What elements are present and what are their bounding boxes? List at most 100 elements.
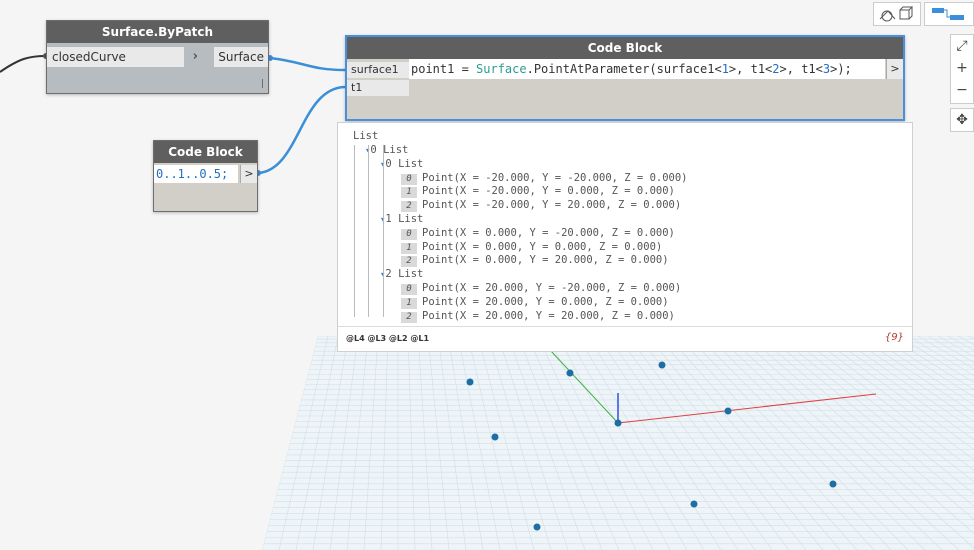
tree-item: 1 Point(X = -20.000, Y = 0.000, Z = 0.000… <box>401 184 675 199</box>
grid-line <box>577 336 705 550</box>
grid-line <box>777 336 974 550</box>
grid-line <box>457 336 501 550</box>
item-index: 2 <box>401 201 417 213</box>
grid-line <box>0 336 58 550</box>
grid-line <box>737 336 974 550</box>
grid-line <box>0 336 158 550</box>
point-marker <box>466 378 474 386</box>
item-count: {9} <box>884 332 904 343</box>
grid-line <box>537 336 637 550</box>
node-title[interactable]: Surface.ByPatch <box>47 21 268 43</box>
grid-line <box>607 336 756 550</box>
item-value: Point(X = 0.000, Y = 0.000, Z = 0.000) <box>422 240 663 253</box>
zoom-in-icon[interactable]: + <box>956 60 968 76</box>
item-value: Point(X = 20.000, Y = 0.000, Z = 0.000) <box>422 295 669 308</box>
item-index: 1 <box>401 297 417 309</box>
grid-line <box>887 336 974 550</box>
tree-guide-line <box>354 145 355 317</box>
grid-line <box>727 336 960 550</box>
code-number: 3 <box>822 62 831 76</box>
grid-line <box>0 336 128 550</box>
input-port-surface1[interactable]: surface1 <box>347 62 409 78</box>
grid-line <box>0 336 98 550</box>
code-number: 1 <box>721 62 729 76</box>
grid-line <box>527 336 620 550</box>
item-value: Point(X = 0.000, Y = -20.000, Z = 0.000) <box>422 226 675 239</box>
grid-line <box>717 336 943 550</box>
grid-line <box>707 336 926 550</box>
grid-line <box>295 336 339 550</box>
wire-closed-curve <box>0 55 47 73</box>
item-value: Point(X = -20.000, Y = 0.000, Z = 0.000) <box>422 185 675 198</box>
grid-line <box>75 336 208 550</box>
grid-line <box>109 336 228 550</box>
node-title[interactable]: Code Block <box>154 141 257 163</box>
grid-line <box>447 336 484 550</box>
grid-line <box>817 336 974 550</box>
item-value: Point(X = -20.000, Y = 20.000, Z = 0.000… <box>422 199 682 212</box>
grid-line <box>467 336 518 550</box>
tree-item: 2 Point(X = -20.000, Y = 20.000, Z = 0.00… <box>401 198 682 213</box>
point-marker <box>614 419 622 427</box>
tree-item: 0 Point(X = 0.000, Y = -20.000, Z = 0.000… <box>401 226 675 240</box>
grid-line <box>867 336 974 550</box>
grid-line <box>497 336 569 550</box>
point-marker <box>724 407 732 415</box>
item-index: 0 <box>401 284 417 295</box>
grid-line <box>517 336 603 550</box>
grid-line <box>0 336 8 550</box>
code-editor[interactable]: point1 = Surface.PointAtParameter(surfac… <box>409 59 885 79</box>
input-port-t1[interactable]: t1 <box>347 80 409 96</box>
code-text: >, t1< <box>728 62 773 76</box>
geometry-view-icon <box>879 6 914 22</box>
grid-lines <box>0 336 974 550</box>
item-index: 2 <box>401 311 417 323</box>
grid-line <box>0 336 18 550</box>
grid-line <box>837 336 974 550</box>
output-port-button[interactable]: > <box>240 165 257 183</box>
grid-line <box>617 336 773 550</box>
item-value: Point(X = 20.000, Y = -20.000, Z = 0.000… <box>422 282 682 294</box>
output-port-surface[interactable]: Surface <box>214 47 268 67</box>
pan-icon[interactable]: ✥ <box>950 108 974 132</box>
tree-item: 2 Point(X = 0.000, Y = 20.000, Z = 0.000) <box>401 253 669 268</box>
input-port-closed-curve[interactable]: closedCurve › <box>47 47 198 67</box>
grid-line <box>363 336 379 550</box>
tree-root-label: List <box>353 130 379 142</box>
zoom-fit-icon[interactable]: ⤢ <box>956 38 968 54</box>
caret-down-icon: ▾ <box>380 270 385 280</box>
caret-down-icon: ▾ <box>365 146 370 156</box>
code-editor[interactable]: 0..1..0.5; <box>154 165 238 183</box>
tree-group-label: ▾0 List <box>365 143 408 157</box>
grid-line <box>329 336 359 550</box>
code-number: 2 <box>772 62 780 76</box>
zoom-out-icon[interactable]: − <box>956 82 968 98</box>
grid-line <box>587 336 722 550</box>
grid-line <box>557 336 671 550</box>
chevron-right-icon: › <box>192 49 198 64</box>
output-port-button[interactable]: > <box>886 59 903 79</box>
grid-line <box>58 336 198 550</box>
grid-line <box>797 336 974 550</box>
grid-line <box>0 336 88 550</box>
point-marker <box>658 361 666 369</box>
point-marker <box>829 480 837 488</box>
grid-line <box>827 336 974 550</box>
item-index: 0 <box>401 228 417 240</box>
node-title[interactable]: Code Block <box>347 37 903 59</box>
code-block-range-node[interactable]: Code Block 0..1..0.5; > <box>153 140 258 212</box>
list-levels[interactable]: @L4 @L3 @L2 @L1 <box>346 334 430 343</box>
surface-by-patch-node[interactable]: Surface.ByPatch closedCurve › Surface | <box>46 20 269 94</box>
tree-item: 1 Point(X = 20.000, Y = 0.000, Z = 0.000) <box>401 295 669 309</box>
view-3d-toggle[interactable] <box>873 2 921 26</box>
grid-line <box>0 336 138 550</box>
preview-bubble[interactable]: List ▾0 List▾0 List 0 Point(X = -20.000, Y… <box>337 122 913 352</box>
tree-sublist-label: ▾2 List <box>380 267 423 281</box>
code-block-node[interactable]: Code Block surface1 t1 point1 = Surface.… <box>345 35 905 121</box>
wire-surface-to-surface1 <box>269 56 346 72</box>
item-value: Point(X = 20.000, Y = 20.000, Z = 0.000) <box>422 309 675 322</box>
graph-view-toggle[interactable] <box>924 2 974 26</box>
grid-line <box>687 336 892 550</box>
grid-line <box>92 336 218 550</box>
code-text: .PointAtParameter(surface1< <box>526 62 722 76</box>
